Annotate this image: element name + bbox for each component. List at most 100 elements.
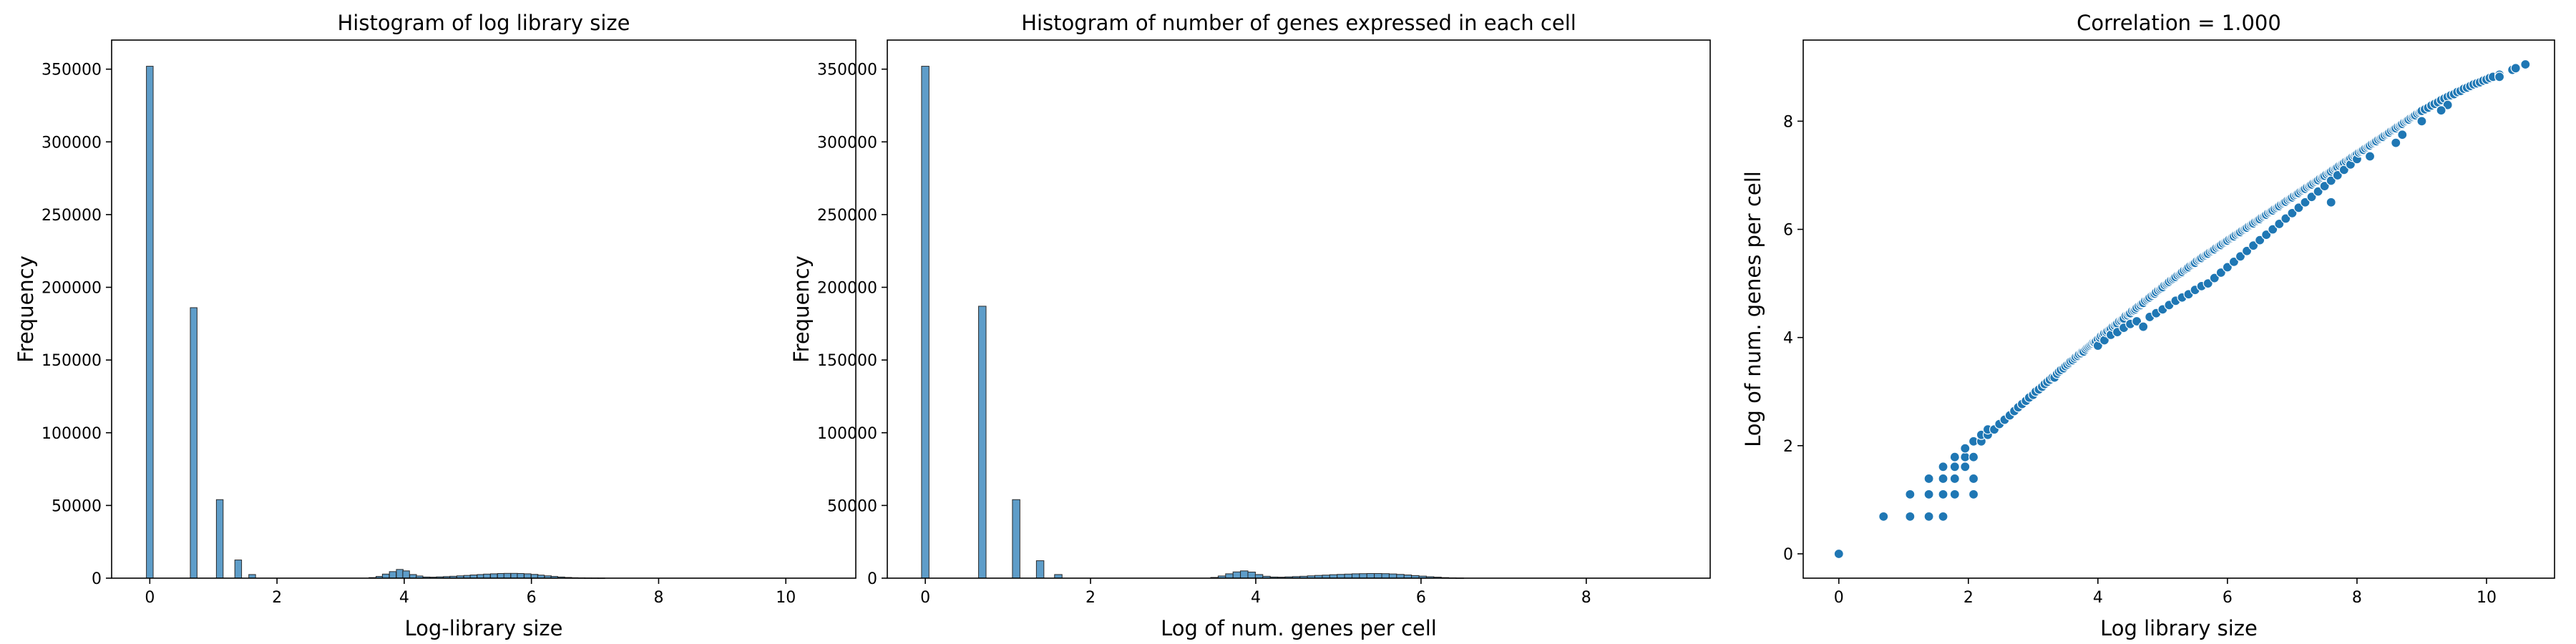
scatter-point (1938, 511, 1948, 522)
x-axis-ticks: 0 2 4 6 8 10 (1834, 578, 2497, 607)
scatter-point (2416, 116, 2427, 127)
y-tick-label: 8 (1783, 113, 1793, 131)
scatter-point (2494, 72, 2505, 82)
x-tick-label: 6 (1416, 589, 1426, 607)
chart-title: Histogram of log library size (337, 11, 630, 35)
histogram-bar (497, 573, 505, 579)
y-tick-label: 350000 (817, 62, 877, 79)
x-tick-label: 2 (1963, 589, 1974, 607)
scatter-point (2326, 175, 2336, 186)
y-tick-label: 350000 (42, 62, 102, 79)
scatter-point (2228, 256, 2240, 267)
histogram-bar (921, 66, 930, 579)
histogram-bar (517, 573, 525, 579)
x-tick-label: 2 (272, 589, 282, 607)
y-tick-label: 0 (92, 570, 102, 588)
x-tick-label: 0 (920, 589, 930, 607)
y-tick-label: 50000 (52, 497, 102, 515)
histogram-bar (190, 307, 197, 579)
histogram-bar (1344, 573, 1353, 579)
histogram-bar (1351, 573, 1360, 579)
y-tick-label: 0 (867, 570, 877, 588)
scatter-point (2436, 105, 2446, 116)
scatter-point (2332, 170, 2343, 181)
scatter-point (1949, 462, 1960, 472)
histogram-bar (510, 572, 518, 579)
scatter-point (1968, 489, 1979, 499)
scatter-point (1968, 473, 1979, 484)
x-tick-label: 4 (2093, 589, 2103, 607)
histogram-bars (146, 66, 605, 579)
scatter-point (2397, 130, 2408, 140)
y-axis-ticks: 0 50000 100000 150000 200000 250000 300000 3500… (817, 62, 887, 588)
scatter-point (2293, 203, 2304, 213)
histogram-num-genes-panel: 0 2 4 6 8 0 50000 100000 150000 200000 250000 3000… (789, 11, 1711, 640)
histogram-bar (1381, 573, 1390, 579)
x-tick-label: 0 (1834, 589, 1844, 607)
scatter-point (2241, 245, 2253, 256)
histogram-bar (1374, 573, 1382, 579)
histogram-bar (483, 573, 491, 579)
scatter-point (1938, 473, 1948, 484)
scatter-point (1923, 473, 1934, 484)
scatter-point (2138, 321, 2149, 332)
histogram-bar (1012, 499, 1020, 579)
scatter-point (2306, 192, 2317, 203)
scatter-point (2202, 278, 2213, 289)
scatter-point (2280, 213, 2291, 224)
y-axis-ticks: 0 2 4 6 8 (1783, 113, 1803, 564)
x-tick-label: 8 (2352, 589, 2362, 607)
histogram-bar (1366, 573, 1375, 579)
y-tick-label: 200000 (817, 280, 877, 298)
scatter-point (2313, 186, 2323, 197)
histogram-bar (503, 572, 512, 579)
y-axis-label: Log of num. genes per cell (1741, 171, 1765, 447)
x-axis-ticks: 0 2 4 6 8 10 (145, 578, 796, 607)
scatter-point (2215, 267, 2226, 278)
x-tick-label: 8 (1581, 589, 1591, 607)
scatter-point (2391, 137, 2401, 148)
scatter-point (1938, 489, 1948, 499)
plot-frame (1802, 39, 2555, 579)
scatter-point (1949, 452, 1960, 462)
y-axis-label: Frequency (789, 255, 814, 363)
histogram-bar (381, 573, 390, 579)
scatter-point (2300, 197, 2311, 208)
x-tick-label: 10 (776, 589, 796, 607)
correlation-scatter-panel: 0 2 4 6 8 10 0 2 4 6 8 Correlation = 1.000 Log li… (1741, 11, 2555, 640)
scatter-point (2520, 59, 2531, 70)
scatter-point (2222, 262, 2233, 273)
y-tick-label: 300000 (817, 134, 877, 152)
histogram-bar (1225, 573, 1234, 579)
x-axis-label: Log-library size (404, 616, 562, 640)
x-tick-label: 4 (399, 589, 409, 607)
scatter-point (1923, 489, 1934, 499)
y-tick-label: 100000 (817, 425, 877, 443)
histogram-bar (1247, 571, 1256, 579)
scatter-point (1960, 462, 1971, 472)
scatter-point (1923, 511, 1934, 522)
x-tick-label: 2 (1085, 589, 1096, 607)
x-tick-label: 0 (145, 589, 155, 607)
y-tick-label: 0 (1783, 546, 1793, 564)
scatter-point (1949, 489, 1960, 499)
scatter-point (1905, 511, 1916, 522)
x-axis-label: Log of num. genes per cell (1161, 616, 1437, 640)
y-tick-label: 50000 (827, 497, 877, 515)
y-tick-label: 250000 (817, 207, 877, 225)
scatter-point (1968, 452, 1979, 462)
histogram-bar (978, 306, 987, 579)
scatter-point (2235, 251, 2246, 262)
y-tick-label: 150000 (817, 352, 877, 370)
scatter-point (2132, 316, 2142, 327)
scatter-point (1878, 511, 1889, 522)
histogram-bar (146, 66, 154, 579)
y-tick-label: 4 (1783, 330, 1793, 348)
x-tick-label: 6 (2223, 589, 2233, 607)
x-tick-label: 8 (653, 589, 663, 607)
scatter-point (2326, 197, 2336, 208)
x-tick-label: 10 (2477, 589, 2497, 607)
plot-frame (111, 39, 857, 579)
y-tick-label: 300000 (42, 134, 102, 152)
